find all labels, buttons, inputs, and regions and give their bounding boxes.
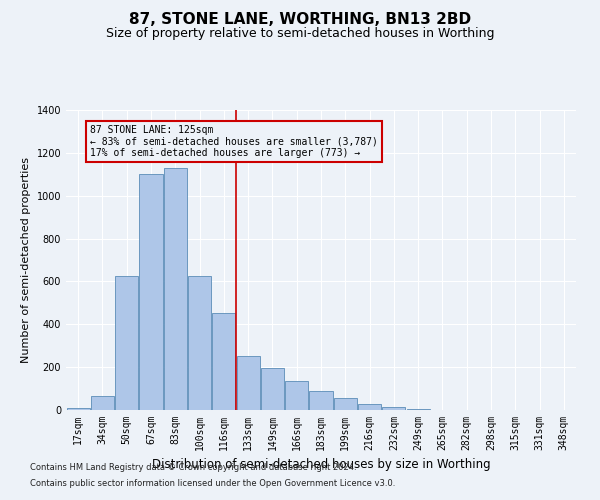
Text: Size of property relative to semi-detached houses in Worthing: Size of property relative to semi-detach… bbox=[106, 28, 494, 40]
Bar bbox=[91, 396, 114, 410]
Y-axis label: Number of semi-detached properties: Number of semi-detached properties bbox=[21, 157, 31, 363]
Text: Contains HM Land Registry data © Crown copyright and database right 2024.: Contains HM Land Registry data © Crown c… bbox=[30, 464, 356, 472]
Bar bbox=[261, 368, 284, 410]
Bar bbox=[115, 276, 138, 410]
Text: 87 STONE LANE: 125sqm
← 83% of semi-detached houses are smaller (3,787)
17% of s: 87 STONE LANE: 125sqm ← 83% of semi-deta… bbox=[90, 125, 378, 158]
Bar bbox=[285, 381, 308, 410]
Bar bbox=[236, 356, 260, 410]
Bar bbox=[164, 168, 187, 410]
Text: 87, STONE LANE, WORTHING, BN13 2BD: 87, STONE LANE, WORTHING, BN13 2BD bbox=[129, 12, 471, 28]
Bar bbox=[139, 174, 163, 410]
Bar bbox=[310, 390, 332, 410]
X-axis label: Distribution of semi-detached houses by size in Worthing: Distribution of semi-detached houses by … bbox=[152, 458, 490, 471]
Text: Contains public sector information licensed under the Open Government Licence v3: Contains public sector information licen… bbox=[30, 478, 395, 488]
Bar bbox=[382, 408, 406, 410]
Bar bbox=[67, 408, 89, 410]
Bar bbox=[212, 312, 235, 410]
Bar bbox=[358, 404, 381, 410]
Bar bbox=[334, 398, 357, 410]
Bar bbox=[188, 276, 211, 410]
Bar bbox=[407, 409, 430, 410]
